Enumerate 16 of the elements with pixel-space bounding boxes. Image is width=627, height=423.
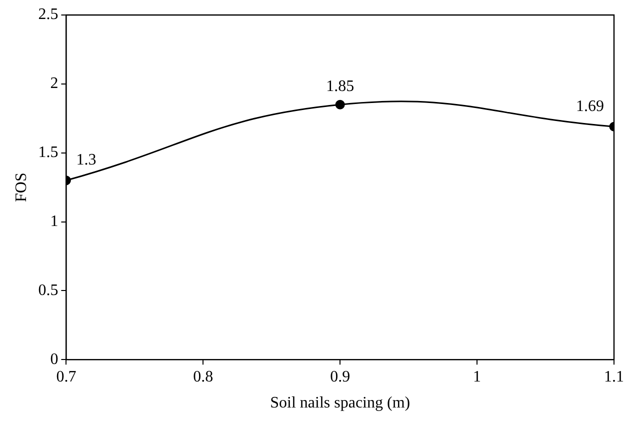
data-label: 1.69: [576, 98, 604, 115]
y-tick-label: 2: [50, 75, 58, 92]
y-tick-label: 0.5: [38, 282, 58, 299]
x-tick-label: 1: [473, 368, 482, 386]
y-tick-label: 1: [50, 212, 58, 230]
x-tick-label: 0.8: [193, 368, 214, 386]
y-tick-label: 2.5: [38, 6, 58, 24]
y-tick-label: 0: [50, 350, 58, 368]
x-tick-label: 0.7: [56, 368, 76, 386]
x-tick-label: 1.1: [604, 368, 624, 386]
x-tick-label: 0.9: [330, 368, 350, 386]
y-tick-label: 1.5: [38, 144, 58, 162]
data-label: 1.85: [326, 78, 354, 95]
data-label: 1.3: [76, 152, 96, 169]
y-axis-title: FOS: [12, 172, 30, 202]
x-axis-title: Soil nails spacing (m): [270, 394, 410, 412]
